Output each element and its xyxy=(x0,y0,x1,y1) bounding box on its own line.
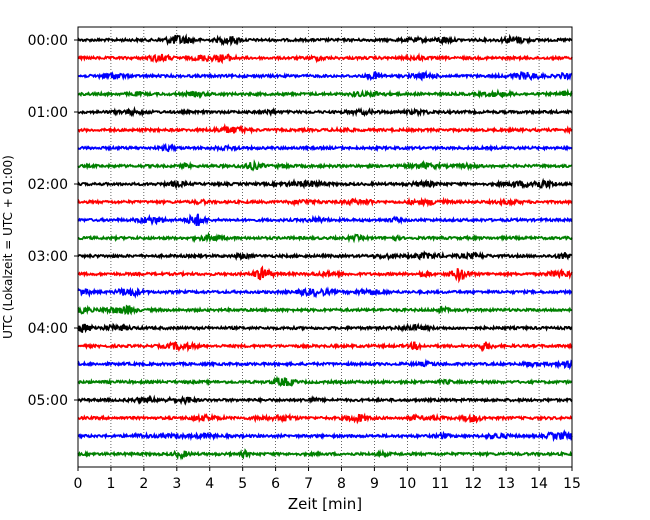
trace-0015 xyxy=(77,52,573,65)
trace-0230 xyxy=(77,213,573,227)
plot-frame xyxy=(77,26,573,468)
trace-series xyxy=(77,33,573,461)
x-tick-label-13: 13 xyxy=(497,476,515,492)
y-tick-label-0100: 01:00 xyxy=(28,105,68,121)
x-tick-label-11: 11 xyxy=(431,476,449,492)
trace-0000 xyxy=(77,33,573,47)
trace-0500 xyxy=(77,394,573,406)
x-tick-label-1: 1 xyxy=(106,476,115,492)
x-axis-title: Zeit [min] xyxy=(288,495,362,513)
trace-0330 xyxy=(77,286,573,299)
y-tick-label-0300: 03:00 xyxy=(28,249,68,265)
x-tick-label-4: 4 xyxy=(205,476,214,492)
trace-0030 xyxy=(77,69,573,82)
trace-0130 xyxy=(77,142,573,153)
x-tick-label-12: 12 xyxy=(464,476,482,492)
x-tick-label-14: 14 xyxy=(530,476,548,492)
y-tick-label-0500: 05:00 xyxy=(28,393,68,409)
x-tick-label-7: 7 xyxy=(304,476,313,492)
x-tick-label-10: 10 xyxy=(398,476,416,492)
trace-0100 xyxy=(77,105,573,118)
trace-0430 xyxy=(77,358,573,371)
grid-lines xyxy=(110,27,540,467)
x-tick-label-15: 15 xyxy=(563,476,581,492)
x-tick-label-6: 6 xyxy=(271,476,280,492)
trace-0400 xyxy=(77,322,573,334)
trace-0315 xyxy=(77,265,573,284)
y-tick-label-0000: 00:00 xyxy=(28,33,68,49)
trace-0445 xyxy=(77,375,573,387)
x-tick-label-8: 8 xyxy=(337,476,346,492)
trace-0300 xyxy=(77,250,573,262)
trace-0415 xyxy=(77,340,573,353)
trace-0345 xyxy=(77,304,573,316)
y-axis: 00:00 01:00 02:00 03:00 04:00 05:00 xyxy=(28,33,78,409)
x-tick-label-0: 0 xyxy=(74,476,83,492)
trace-0045 xyxy=(77,88,573,100)
x-tick-label-9: 9 xyxy=(370,476,379,492)
y-axis-title: UTC (Lokalzeit = UTC + 01:00) xyxy=(1,155,15,339)
y-tick-label-0400: 04:00 xyxy=(28,321,68,337)
trace-0245 xyxy=(77,231,573,244)
trace-0115 xyxy=(77,122,573,136)
x-axis: 0 1 2 3 4 5 6 7 8 9 10 11 12 13 14 15 xyxy=(74,467,581,492)
y-tick-label-0200: 02:00 xyxy=(28,177,68,193)
x-tick-label-3: 3 xyxy=(172,476,181,492)
trace-0200 xyxy=(77,177,573,190)
trace-0530 xyxy=(77,429,573,443)
trace-0145 xyxy=(77,158,573,172)
x-tick-label-5: 5 xyxy=(238,476,247,492)
trace-0545 xyxy=(77,448,573,461)
trace-0215 xyxy=(77,196,573,208)
trace-0515 xyxy=(77,412,573,425)
x-tick-label-2: 2 xyxy=(139,476,148,492)
